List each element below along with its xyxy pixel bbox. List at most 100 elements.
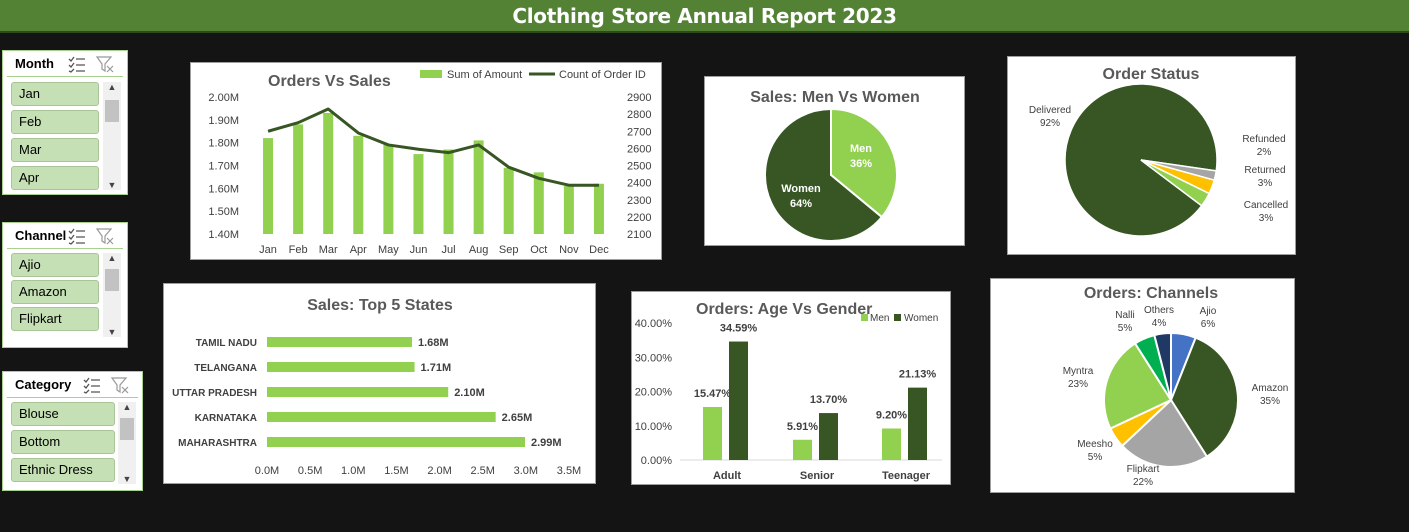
slice-label: Ajio: [1200, 306, 1217, 317]
slice-value-label: 23%: [1068, 379, 1088, 390]
y-tick-label: TELANGANA: [194, 363, 257, 374]
y2-tick-label: 2600: [627, 143, 651, 155]
bar-women-teenager: [908, 387, 927, 460]
slicer-item-ethnic-dress[interactable]: Ethnic Dress: [11, 458, 115, 482]
bar-value-label: 9.20%: [876, 409, 907, 421]
bar-sales-jun: [413, 154, 424, 234]
multi-select-icon[interactable]: [67, 55, 87, 73]
legend-label-men: Men: [870, 313, 889, 324]
pie-slice-flipkart: [1120, 398, 1209, 468]
slice-label: Flipkart: [1127, 464, 1160, 475]
bar-value-label: 1.68M: [418, 337, 449, 349]
multi-select-icon[interactable]: [67, 227, 87, 245]
slicer-item-jan[interactable]: Jan: [11, 82, 99, 106]
legend-swatch-women: [894, 314, 901, 321]
slicer-item-feb[interactable]: Feb: [11, 110, 99, 134]
scroll-up-icon[interactable]: ▲: [107, 82, 117, 92]
channel-slicer[interactable]: Channel Ajio Amazon Flipkart ▲ ▼: [2, 222, 128, 348]
bar-uttar-pradesh: [267, 387, 449, 397]
bar-value-label: 21.13%: [899, 369, 937, 381]
channel-slicer-title: Channel: [15, 228, 67, 243]
x-tick-label: Senior: [800, 470, 835, 482]
age-vs-gender-chart[interactable]: Orders: Age Vs Gender Men Women 0.00% 10.00%…: [631, 291, 951, 485]
chart-title: Orders: Channels: [1084, 285, 1218, 302]
x-tick-label: 2.0M: [427, 465, 451, 477]
bar-value-label: 2.10M: [454, 387, 485, 399]
category-scrollbar[interactable]: ▲ ▼: [118, 402, 136, 484]
x-tick-label: Aug: [469, 244, 489, 256]
slicer-item-blouse[interactable]: Blouse: [11, 402, 115, 426]
slicer-item-mar[interactable]: Mar: [11, 138, 99, 162]
scroll-thumb[interactable]: [120, 418, 134, 440]
bar-telangana: [267, 362, 415, 372]
scroll-down-icon[interactable]: ▼: [122, 474, 132, 484]
category-slicer-title: Category: [15, 377, 72, 392]
top-states-chart[interactable]: Sales: Top 5 States 0.0M 0.5M 1.0M 1.5M 2.0M 2…: [163, 283, 596, 484]
y-tick-label: UTTAR PRADESH: [172, 388, 257, 399]
chart-title: Sales: Men Vs Women: [750, 89, 920, 106]
slice-label: Returned: [1244, 165, 1285, 176]
x-tick-label: 1.5M: [384, 465, 408, 477]
y2-tick-label: 2200: [627, 212, 651, 224]
bar-sales-may: [383, 144, 394, 234]
bar-sales-jul: [443, 149, 454, 234]
bar-sales-feb: [293, 124, 304, 234]
y-tick-label: 1.90M: [208, 115, 239, 127]
channel-slicer-header: Channel: [7, 223, 123, 249]
legend-label-women: Women: [904, 313, 938, 324]
slice-value-label: 35%: [1260, 396, 1280, 407]
slice-label: Women: [781, 183, 821, 195]
scroll-thumb[interactable]: [105, 269, 119, 291]
y-tick-label: 10.00%: [635, 421, 673, 433]
bar-value-label: 5.91%: [787, 421, 818, 433]
channels-chart[interactable]: Orders: Channels Ajio 6% Amazon 35% Flipkart 2…: [990, 278, 1295, 493]
y-tick-label: 1.60M: [208, 183, 239, 195]
bar-sales-nov: [563, 186, 574, 234]
slice-value-label: 5%: [1118, 323, 1133, 334]
slice-label: Delivered: [1029, 105, 1071, 116]
scroll-up-icon[interactable]: ▲: [122, 402, 132, 412]
pie-slice-amazon: [1169, 336, 1239, 458]
channel-scrollbar[interactable]: ▲ ▼: [103, 253, 121, 337]
slice-label: Myntra: [1063, 366, 1094, 377]
month-slicer-title: Month: [15, 56, 54, 71]
bar-sales-aug: [473, 140, 484, 234]
slice-label: Amazon: [1252, 383, 1289, 394]
chart-title: Order Status: [1103, 66, 1200, 83]
clear-filter-icon[interactable]: [95, 227, 115, 245]
month-slicer[interactable]: Month Jan Feb Mar Apr ▲ ▼: [2, 50, 128, 195]
bar-women-adult: [729, 341, 748, 460]
slice-label: Men: [850, 143, 872, 155]
slicer-item-flipkart[interactable]: Flipkart: [11, 307, 99, 331]
month-slicer-header: Month: [7, 51, 123, 77]
slice-value-label: 92%: [1040, 118, 1060, 129]
slicer-item-apr[interactable]: Apr: [11, 166, 99, 190]
category-slicer-header: Category: [7, 372, 138, 398]
clear-filter-icon[interactable]: [110, 376, 130, 394]
men-vs-women-chart[interactable]: Sales: Men Vs Women Men 36% Women 64%: [704, 76, 965, 246]
bar-value-label: 15.47%: [694, 388, 732, 400]
chart-title: Sales: Top 5 States: [307, 297, 453, 314]
scroll-thumb[interactable]: [105, 100, 119, 122]
scroll-down-icon[interactable]: ▼: [107, 327, 117, 337]
chart-title: Orders Vs Sales: [268, 73, 391, 90]
channels-svg: Orders: Channels Ajio 6% Amazon 35% Flipkart 2…: [1063, 285, 1289, 488]
bar-maharashtra: [267, 437, 525, 447]
scroll-down-icon[interactable]: ▼: [107, 180, 117, 190]
slicer-item-amazon[interactable]: Amazon: [11, 280, 99, 304]
clear-filter-icon[interactable]: [95, 55, 115, 73]
slicer-item-ajio[interactable]: Ajio: [11, 253, 99, 277]
multi-select-icon[interactable]: [82, 376, 102, 394]
scroll-up-icon[interactable]: ▲: [107, 253, 117, 263]
report-title-bar: Clothing Store Annual Report 2023: [0, 0, 1409, 33]
y-tick-label: TAMIL NADU: [196, 338, 257, 349]
orders-vs-sales-chart[interactable]: Orders Vs Sales Sum of Amount Count of Ord…: [190, 62, 662, 260]
order-status-chart[interactable]: Order Status Delivered 92% Refunded 2% Return…: [1007, 56, 1296, 255]
bar-sales-oct: [533, 172, 544, 234]
slicer-item-bottom[interactable]: Bottom: [11, 430, 115, 454]
bar-men-adult: [703, 407, 722, 460]
bar-women-senior: [819, 413, 838, 460]
category-slicer[interactable]: Category Blouse Bottom Ethnic Dress ▲ ▼: [2, 371, 143, 491]
pie-slice-others: [1153, 331, 1172, 401]
month-scrollbar[interactable]: ▲ ▼: [103, 82, 121, 190]
